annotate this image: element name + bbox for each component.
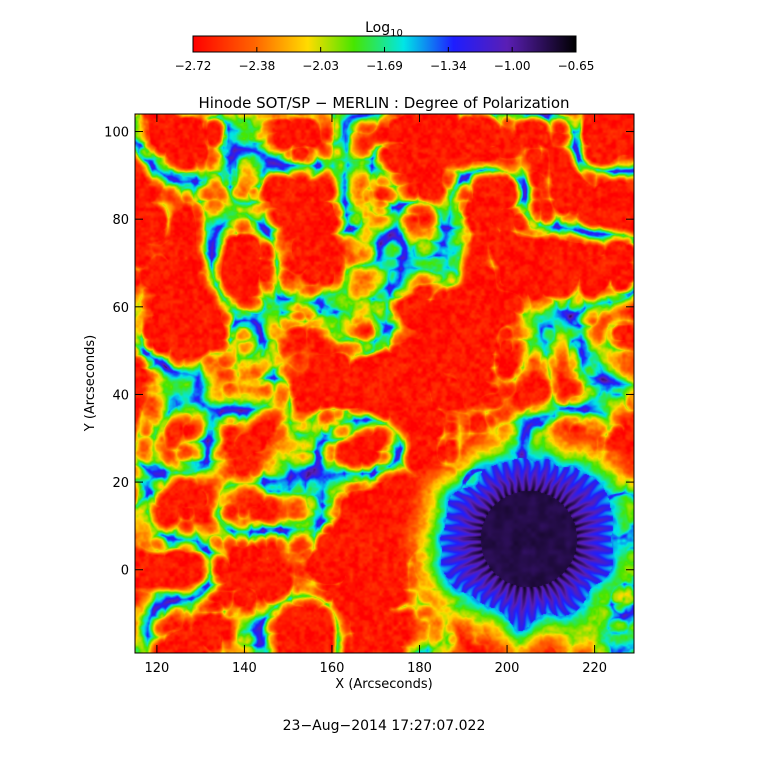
y-tick-label: 100 (104, 126, 129, 141)
polarization-heatmap (135, 114, 634, 653)
x-axis-ticks: 120 140 160 180 200 220 (144, 114, 607, 676)
colorbar-tick-label: −2.03 (302, 59, 339, 73)
chart-title: Hinode SOT/SP − MERLIN : Degree of Polar… (198, 94, 569, 112)
colorbar-label: Log10 (365, 20, 403, 39)
x-tick-label: 140 (232, 661, 257, 676)
y-tick-label: 40 (112, 388, 129, 403)
x-tick-label: 160 (320, 661, 345, 676)
colorbar-tick-label: −2.72 (175, 59, 212, 73)
y-tick-label: 80 (112, 213, 129, 228)
x-tick-label: 180 (407, 661, 432, 676)
x-tick-label: 200 (495, 661, 520, 676)
plot-frame (134, 113, 635, 654)
y-axis-label: Y (Arcseconds) (83, 335, 98, 432)
x-tick-label: 120 (144, 661, 169, 676)
y-axis-ticks: 0 20 40 60 80 100 (104, 126, 634, 579)
colorbar-tick-label: −2.38 (238, 59, 275, 73)
x-axis-label: X (Arcseconds) (335, 677, 432, 692)
y-tick-label: 60 (112, 301, 129, 316)
colorbar-ticks: −2.72 −2.38 −2.03 −1.69 −1.34 −1.00 −0.65 (175, 47, 595, 73)
timestamp: 23−Aug−2014 17:27:07.022 (283, 718, 486, 734)
colorbar-tick-label: −1.34 (430, 59, 467, 73)
colorbar-label-base: Log (365, 20, 390, 36)
colorbar-label-sub: 10 (390, 28, 403, 39)
colorbar-tick-label: −1.00 (494, 59, 531, 73)
colorbar-tick-label: −0.65 (558, 59, 595, 73)
colorbar-tick-label: −1.69 (366, 59, 403, 73)
x-tick-label: 220 (582, 661, 607, 676)
y-tick-label: 20 (112, 476, 129, 491)
y-tick-label: 0 (121, 564, 129, 579)
